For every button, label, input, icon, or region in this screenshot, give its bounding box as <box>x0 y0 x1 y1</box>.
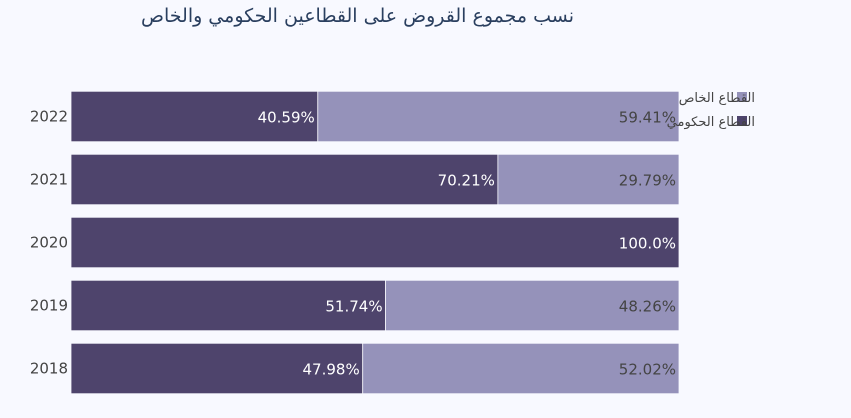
bar-segment <box>70 342 364 395</box>
data-label: 52.02% <box>619 361 676 379</box>
legend-label: القطاع الخاص <box>679 91 755 106</box>
data-label: 100.0% <box>619 235 676 253</box>
data-label: 40.59% <box>258 109 315 127</box>
bar-segment <box>70 279 386 332</box>
data-label: 51.74% <box>325 298 382 316</box>
data-label: 59.41% <box>619 109 676 127</box>
bar-segment <box>317 90 680 143</box>
y-tick-label: 2022 <box>30 108 68 126</box>
bar-segment <box>70 153 499 206</box>
data-label: 48.26% <box>619 298 676 316</box>
legend-swatch <box>737 116 747 126</box>
bar-segment <box>362 342 680 395</box>
data-label: 70.21% <box>438 172 495 190</box>
legend-label: القطاع الحكومي <box>667 115 755 130</box>
data-label: 29.79% <box>619 172 676 190</box>
y-tick-label: 2019 <box>30 297 68 315</box>
y-tick-label: 2018 <box>30 360 68 378</box>
bar-segment <box>70 216 680 269</box>
data-label: 47.98% <box>303 361 360 379</box>
chart-title: نسب مجموع القروض على القطاعين الحكومي وا… <box>141 5 574 27</box>
bar-segment <box>497 153 680 206</box>
bar-segment <box>385 279 680 332</box>
y-tick-label: 2020 <box>30 234 68 252</box>
legend-swatch <box>737 92 747 102</box>
y-tick-label: 2021 <box>30 171 68 189</box>
